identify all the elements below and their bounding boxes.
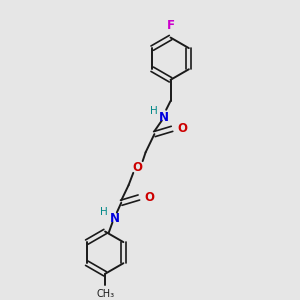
Text: CH₃: CH₃ <box>96 289 114 299</box>
Text: H: H <box>100 208 108 218</box>
Text: O: O <box>132 161 142 174</box>
Text: H: H <box>150 106 158 116</box>
Text: O: O <box>177 122 187 135</box>
Text: O: O <box>144 191 154 204</box>
Text: F: F <box>167 19 175 32</box>
Text: N: N <box>159 111 169 124</box>
Text: N: N <box>110 212 120 225</box>
